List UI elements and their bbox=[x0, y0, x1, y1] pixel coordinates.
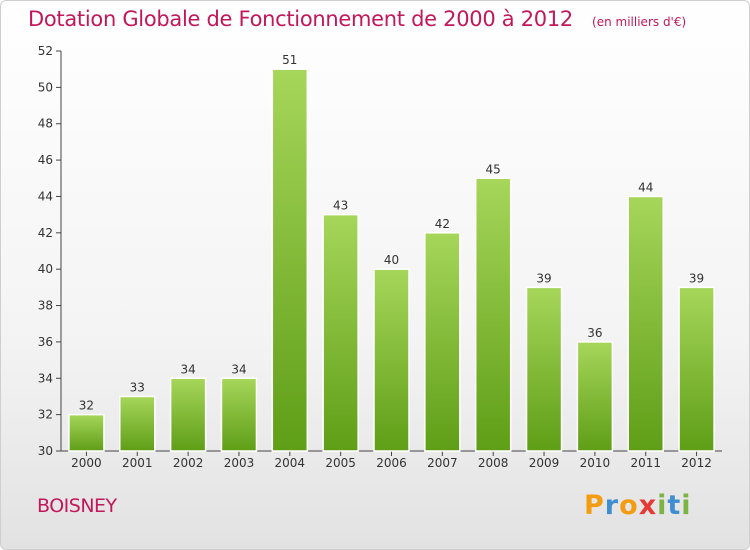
bar-2001 bbox=[119, 395, 156, 452]
data-label-2000: 32 bbox=[79, 399, 94, 413]
y-tick-label: 38 bbox=[38, 299, 53, 313]
x-tick-label-2009: 2009 bbox=[529, 456, 560, 470]
y-tick-label: 46 bbox=[38, 153, 53, 167]
bar-2006 bbox=[373, 268, 410, 452]
data-label-2008: 45 bbox=[486, 162, 501, 176]
axes: 30 32 34 36 38 40 42 44 46 48 50 52 2000 2001 2002 2003… bbox=[38, 44, 722, 470]
y-tick-label: 44 bbox=[38, 189, 53, 203]
bar-2012 bbox=[678, 286, 715, 452]
bar-2004 bbox=[271, 68, 309, 452]
y-tick-label: 30 bbox=[38, 444, 53, 458]
logo-letter: r bbox=[604, 490, 620, 521]
y-tick-label: 52 bbox=[38, 44, 53, 58]
y-tick-label: 40 bbox=[38, 262, 53, 276]
x-tick-label-2003: 2003 bbox=[224, 456, 255, 470]
y-tick-label: 32 bbox=[38, 408, 53, 422]
x-tick-label-2010: 2010 bbox=[580, 456, 611, 470]
y-tick-label: 34 bbox=[38, 371, 53, 385]
data-label-2001: 33 bbox=[130, 380, 145, 394]
chart-title: Dotation Globale de Fonctionnement de 20… bbox=[28, 7, 573, 31]
y-tick-label: 50 bbox=[38, 80, 53, 94]
x-tick-label-2001: 2001 bbox=[122, 456, 153, 470]
bar-2003 bbox=[220, 377, 258, 452]
place-name: BOISNEY bbox=[37, 495, 117, 517]
y-tick-label: 42 bbox=[38, 226, 53, 240]
data-label-2004: 51 bbox=[282, 53, 297, 67]
logo-letter: o bbox=[619, 490, 639, 521]
data-label-2005: 43 bbox=[333, 199, 348, 213]
data-label-2002: 34 bbox=[180, 362, 195, 376]
bar-2007 bbox=[424, 232, 461, 452]
x-tick-label-2007: 2007 bbox=[427, 456, 458, 470]
x-tick-label-2011: 2011 bbox=[630, 456, 661, 470]
title-block: Dotation Globale de Fonctionnement de 20… bbox=[28, 7, 686, 31]
data-label-2010: 36 bbox=[587, 326, 602, 340]
x-tick-label-2008: 2008 bbox=[478, 456, 509, 470]
data-label-2012: 39 bbox=[689, 271, 704, 285]
bar-2002 bbox=[169, 377, 207, 452]
logo-letter: x bbox=[638, 490, 658, 521]
x-tick-label-2004: 2004 bbox=[275, 456, 306, 470]
logo-letter: i bbox=[657, 490, 668, 521]
y-tick-label: 36 bbox=[38, 335, 53, 349]
bar-2005 bbox=[322, 213, 359, 452]
bar-2011 bbox=[627, 195, 664, 452]
logo-letter: P bbox=[584, 490, 605, 521]
data-labels: 32 33 34 34 51 43 40 42 45 39 36 44 39 bbox=[79, 53, 704, 412]
data-label-2011: 44 bbox=[638, 180, 653, 194]
logo-letter: i bbox=[681, 490, 692, 521]
x-tick-label-2000: 2000 bbox=[71, 456, 102, 470]
bar-2008 bbox=[474, 177, 512, 452]
x-tick-label-2012: 2012 bbox=[681, 456, 712, 470]
logo-letter: t bbox=[667, 490, 682, 521]
data-label-2009: 39 bbox=[536, 271, 551, 285]
data-label-2006: 40 bbox=[384, 253, 399, 267]
x-tick-label-2005: 2005 bbox=[325, 456, 356, 470]
x-tick-label-2006: 2006 bbox=[376, 456, 407, 470]
bar-2000 bbox=[68, 413, 105, 452]
bar-2009 bbox=[525, 286, 563, 452]
x-tick-label-2002: 2002 bbox=[173, 456, 204, 470]
chart-subtitle: (en milliers d'€) bbox=[592, 15, 687, 29]
y-tick-label: 48 bbox=[38, 117, 53, 131]
proxiti-logo: Proxiti bbox=[584, 490, 692, 521]
data-label-2003: 34 bbox=[231, 362, 246, 376]
bars bbox=[68, 68, 715, 452]
bar-2010 bbox=[576, 341, 614, 452]
data-label-2007: 42 bbox=[435, 217, 450, 231]
